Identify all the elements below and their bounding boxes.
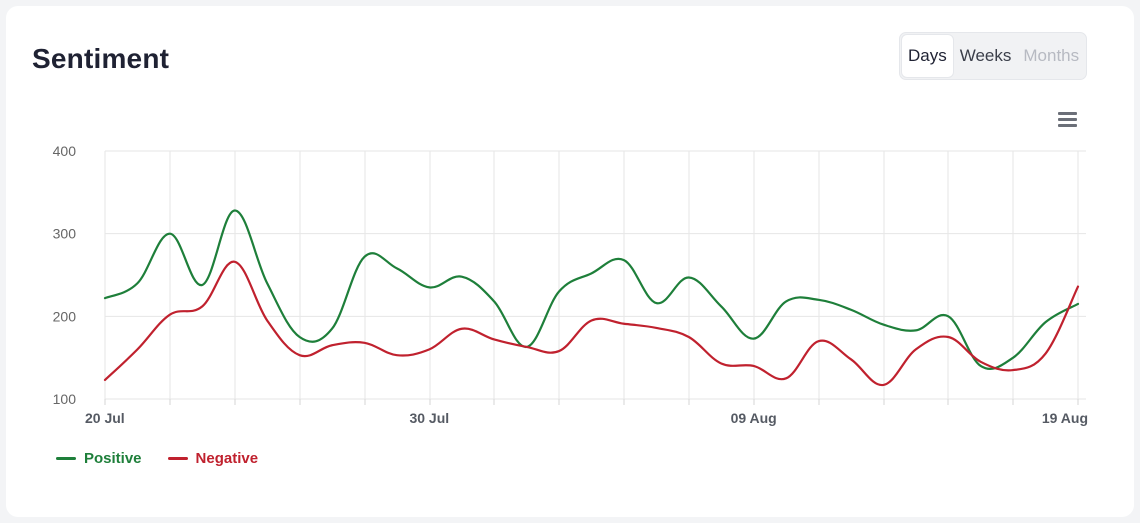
series-line-positive — [103, 209, 1080, 370]
range-days-button[interactable]: Days — [901, 34, 954, 78]
series-line-negative — [103, 260, 1080, 387]
legend-label-positive: Positive — [84, 450, 142, 467]
card-title: Sentiment — [32, 43, 170, 74]
range-months-button[interactable]: Months — [1023, 46, 1080, 65]
chart-legend: Positive Negative — [56, 450, 258, 467]
x-tick-label: 09 Aug — [731, 410, 777, 426]
x-tick-label: 19 Aug — [1042, 410, 1088, 426]
sentiment-card — [6, 6, 1134, 517]
legend-label-negative: Negative — [195, 450, 259, 467]
legend-item-positive[interactable]: Positive — [56, 450, 142, 467]
x-tick-label: 20 Jul — [85, 410, 125, 426]
legend-swatch-positive — [56, 457, 76, 460]
y-tick-label: 400 — [53, 143, 77, 159]
hamburger-menu-icon[interactable] — [1058, 112, 1077, 127]
y-tick-label: 200 — [53, 308, 77, 324]
legend-swatch-negative — [167, 457, 188, 460]
y-tick-label: 300 — [53, 226, 77, 242]
range-weeks-button[interactable]: Weeks — [959, 46, 1012, 65]
y-tick-label: 100 — [53, 391, 77, 407]
x-tick-label: 30 Jul — [409, 410, 449, 426]
range-selector: Days Weeks Months — [899, 32, 1088, 80]
legend-item-negative[interactable]: Negative — [167, 450, 259, 467]
